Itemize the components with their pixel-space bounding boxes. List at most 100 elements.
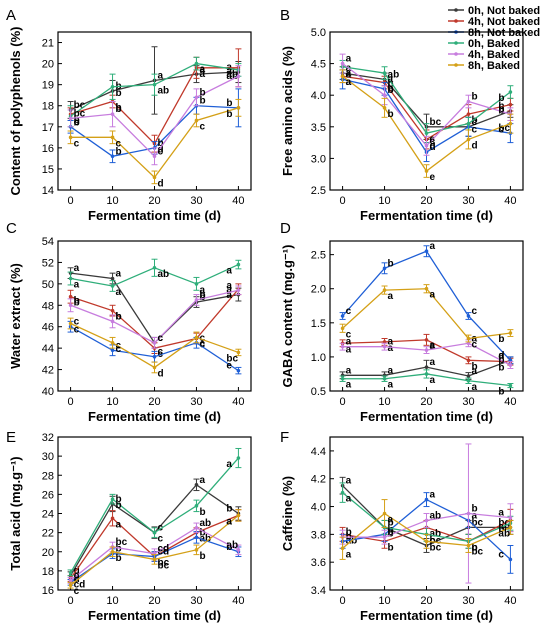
significance-label: b bbox=[116, 553, 122, 564]
y-tick-label: 16 bbox=[42, 143, 54, 155]
significance-label: b bbox=[498, 363, 504, 374]
significance-label: a bbox=[116, 287, 122, 298]
legend-label: 8h, Baked bbox=[468, 60, 520, 72]
significance-label: b bbox=[199, 527, 205, 538]
data-point bbox=[424, 338, 429, 342]
data-point bbox=[236, 288, 241, 293]
data-point bbox=[382, 93, 387, 97]
x-tick-label: 30 bbox=[190, 396, 202, 408]
y-tick-label: 50 bbox=[42, 279, 54, 291]
x-tick-label: 30 bbox=[190, 195, 202, 207]
data-point bbox=[382, 71, 387, 75]
data-point bbox=[508, 331, 513, 335]
significance-label: b bbox=[74, 295, 80, 306]
significance-label: ab bbox=[498, 528, 510, 539]
y-tick-label: 20 bbox=[42, 547, 54, 559]
data-point bbox=[466, 374, 471, 378]
significance-label: c bbox=[346, 329, 352, 340]
panel-d: D 0 10 20 30 40 0.5 1.0 1.5 2.0 2.5 Fermentation ti… bbox=[280, 220, 524, 424]
series-2: a a ab b bbox=[339, 333, 514, 374]
data-point bbox=[466, 112, 471, 116]
significance-label: bc bbox=[158, 560, 170, 571]
data-point bbox=[424, 372, 429, 376]
data-point bbox=[194, 526, 199, 530]
significance-label: b bbox=[199, 292, 205, 303]
significance-label: ab bbox=[388, 69, 400, 80]
significance-label: a bbox=[388, 380, 394, 391]
significance-label: c bbox=[430, 535, 436, 546]
significance-label: b bbox=[116, 494, 122, 505]
significance-label: a bbox=[346, 337, 352, 348]
y-tick-label: 18 bbox=[42, 566, 54, 578]
significance-label: b bbox=[471, 542, 477, 553]
data-point bbox=[382, 376, 387, 381]
significance-label: c bbox=[498, 549, 504, 560]
significance-label: d bbox=[74, 566, 80, 577]
panel-letter: C bbox=[6, 220, 17, 237]
x-tick-label: 10 bbox=[378, 195, 390, 207]
significance-label: b bbox=[388, 109, 394, 120]
significance-label: b bbox=[74, 115, 80, 126]
x-tick-label: 0 bbox=[340, 396, 346, 408]
significance-label: a bbox=[388, 74, 394, 85]
significance-label: d bbox=[158, 368, 164, 379]
x-tick-label: 40 bbox=[232, 396, 244, 408]
significance-label: ab bbox=[430, 510, 442, 521]
significance-label: a bbox=[346, 476, 352, 487]
data-point bbox=[340, 490, 345, 495]
legend-marker bbox=[454, 19, 458, 23]
significance-label: bc bbox=[74, 108, 86, 119]
significance-label: bc bbox=[74, 100, 86, 111]
data-point bbox=[340, 74, 345, 79]
series-6: a ab c b c ab bbox=[339, 499, 514, 560]
legend-item: 4h, Baked bbox=[448, 49, 520, 61]
significance-label: a bbox=[430, 290, 436, 301]
significance-label: a bbox=[226, 266, 232, 277]
significance-label: b bbox=[116, 103, 122, 114]
significance-label: b bbox=[498, 104, 504, 115]
significance-label: b bbox=[498, 524, 504, 535]
significance-label: c bbox=[430, 136, 436, 147]
data-point bbox=[508, 121, 513, 126]
y-tick-label: 52 bbox=[42, 257, 54, 269]
data-point bbox=[152, 530, 157, 535]
data-point bbox=[110, 135, 115, 140]
significance-label: b bbox=[498, 387, 504, 398]
significance-label: bc bbox=[430, 117, 442, 128]
data-point bbox=[194, 61, 199, 66]
significance-label: a bbox=[471, 510, 477, 521]
significance-label: b bbox=[226, 542, 232, 553]
y-tick-label: 44 bbox=[42, 343, 54, 355]
significance-label: c bbox=[471, 117, 477, 128]
significance-label: b bbox=[74, 298, 80, 309]
significance-label: b bbox=[388, 542, 394, 553]
significance-label: b bbox=[116, 500, 122, 511]
significance-label: a bbox=[116, 519, 122, 530]
y-tick-label: 1.5 bbox=[311, 318, 326, 330]
significance-label: b bbox=[116, 146, 122, 157]
x-tick-label: 30 bbox=[462, 595, 474, 607]
significance-label: a bbox=[346, 365, 352, 376]
panel-letter: A bbox=[6, 7, 16, 24]
y-tick-label: 54 bbox=[42, 236, 54, 248]
x-axis-title: Fermentation time (d) bbox=[360, 208, 493, 223]
data-point bbox=[382, 535, 387, 539]
y-tick-label: 19 bbox=[42, 80, 54, 92]
significance-label: a bbox=[471, 333, 477, 344]
significance-label: b bbox=[116, 311, 122, 322]
significance-label: ab bbox=[498, 521, 510, 532]
significance-label: c bbox=[74, 117, 80, 128]
data-point bbox=[110, 84, 115, 89]
y-tick-label: 15 bbox=[42, 164, 54, 176]
x-axis-title: Fermentation time (d) bbox=[88, 208, 221, 223]
x-tick-label: 0 bbox=[340, 195, 346, 207]
data-point bbox=[110, 276, 115, 281]
significance-label: a bbox=[226, 66, 232, 77]
panel-a: A 0 10 20 30 40 14 15 16 17 18 19 20 21 Fermentation t… bbox=[6, 7, 252, 223]
data-point bbox=[340, 326, 345, 331]
y-tick-label: 0.5 bbox=[311, 386, 326, 398]
